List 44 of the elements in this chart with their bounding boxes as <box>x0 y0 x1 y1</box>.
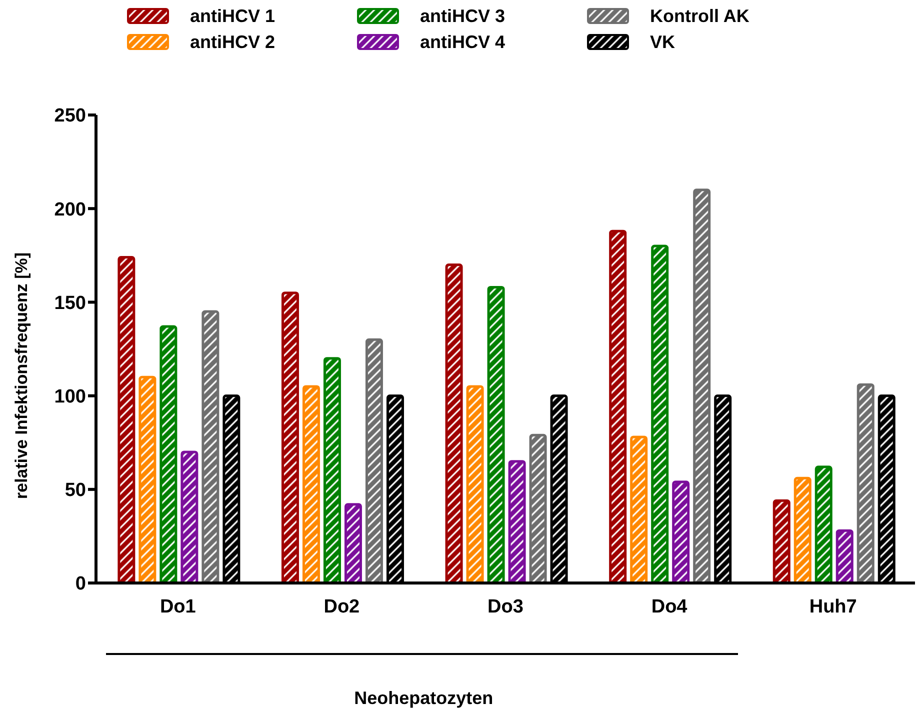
y-tick-label: 250 <box>54 106 86 127</box>
bar <box>772 499 790 583</box>
bar <box>445 264 463 583</box>
bar <box>344 503 362 583</box>
y-tick-label: 150 <box>54 292 86 314</box>
bar <box>138 376 156 583</box>
bar <box>836 529 854 583</box>
bar <box>118 256 136 583</box>
bar <box>794 476 812 583</box>
y-tick-label: 50 <box>64 480 86 502</box>
bar <box>160 325 178 583</box>
x-tick-label: Huh7 <box>809 596 857 618</box>
y-tick-label: 0 <box>75 574 86 595</box>
legend-label: antiHCV 3 <box>420 6 506 26</box>
bar <box>466 385 484 583</box>
bar <box>180 450 198 583</box>
legend-label: Kontroll AK <box>650 6 750 26</box>
bar <box>609 230 627 583</box>
bar <box>365 338 383 583</box>
x-tick-label: Do1 <box>160 596 196 618</box>
x-tick-label: Do3 <box>488 596 524 618</box>
y-axis-title: relative Infektionsfrequenz [%] <box>12 252 32 499</box>
legend-label: antiHCV 1 <box>190 6 276 26</box>
bar <box>856 383 874 583</box>
x-tick-label: Do2 <box>324 596 360 618</box>
y-tick-label: 100 <box>54 386 86 408</box>
bar <box>529 434 547 583</box>
bar <box>508 460 526 583</box>
legend-label: VK <box>650 32 676 52</box>
bar <box>281 292 299 583</box>
bar <box>487 286 505 583</box>
x-tick-label: Do4 <box>651 596 688 618</box>
legend-label: antiHCV 2 <box>190 32 276 52</box>
bar <box>202 310 220 583</box>
x-axis-title: Neohepatozyten <box>353 688 494 709</box>
bar <box>672 480 690 583</box>
bar <box>814 466 832 583</box>
bar <box>651 244 669 583</box>
bar <box>693 188 711 583</box>
bar <box>630 436 648 583</box>
y-tick-label: 200 <box>54 199 86 220</box>
legend-label: antiHCV 4 <box>420 32 506 52</box>
bar <box>302 385 320 583</box>
bar <box>323 357 341 583</box>
